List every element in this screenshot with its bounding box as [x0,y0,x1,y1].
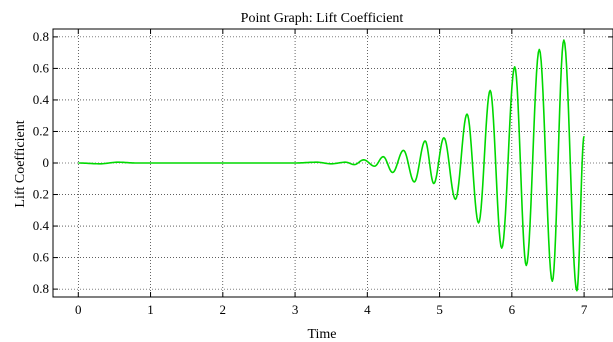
chart-title: Point Graph: Lift Coefficient [241,11,404,26]
y-tick-label: 0 [43,155,50,170]
y-tick-label: 0.4 [33,92,50,107]
ticks: 0 1 2 3 4 5 6 7 0.8 0.6 0.4 0.2 0 0.2 0.4 0.6 0.8 [33,29,613,317]
y-tick-label: 0.2 [33,187,49,202]
x-tick-label: 2 [220,302,227,317]
x-axis-label: Time [307,327,336,342]
x-tick-label: 3 [292,302,299,317]
y-tick-label: 0.8 [33,29,49,44]
y-tick-label: 0.2 [33,123,49,138]
x-tick-label: 0 [75,302,82,317]
y-axis-label: Lift Coefficient [13,120,28,207]
plot-frame [52,28,613,298]
x-tick-label: 1 [147,302,154,317]
x-tick-label: 6 [509,302,516,317]
series-line [78,39,585,292]
series [78,39,585,292]
x-tick-label: 5 [436,302,443,317]
y-tick-label: 0.6 [33,250,50,265]
y-tick-label: 0.4 [33,218,50,233]
y-tick-label: 0.6 [33,60,50,75]
x-tick-label: 4 [364,302,371,317]
y-tick-label: 0.8 [33,281,49,296]
x-tick-label: 7 [581,302,588,317]
